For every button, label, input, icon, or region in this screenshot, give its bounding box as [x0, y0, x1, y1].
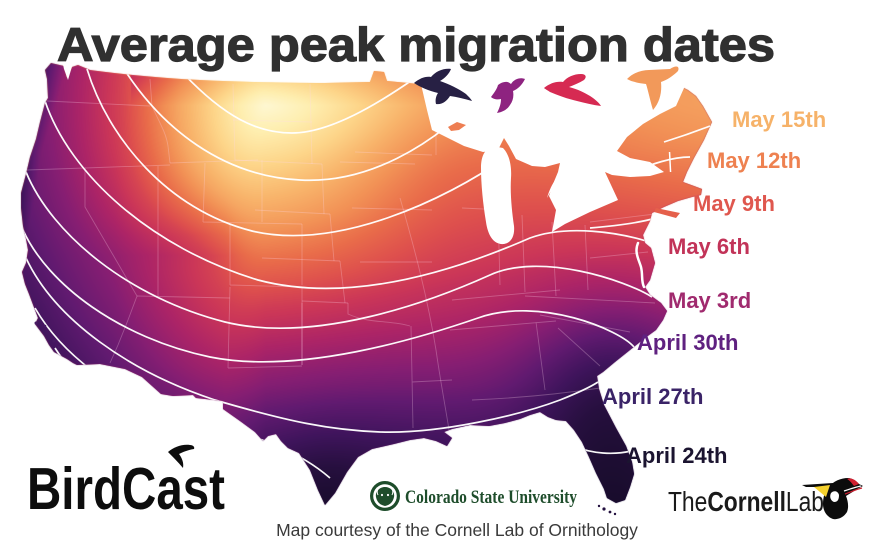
svg-text:May 3rd: May 3rd	[668, 288, 751, 313]
svg-text:May 15th: May 15th	[732, 107, 826, 132]
svg-text:May 12th: May 12th	[707, 148, 801, 173]
svg-text:April 30th: April 30th	[637, 330, 738, 355]
svg-text:TheCornellLab: TheCornellLab	[668, 486, 824, 517]
svg-text:Average peak migration dates: Average peak migration dates	[57, 18, 775, 71]
svg-text:April 27th: April 27th	[602, 384, 703, 409]
svg-text:May 9th: May 9th	[693, 191, 775, 216]
svg-text:BirdCast: BirdCast	[27, 456, 225, 522]
svg-text:Map courtesy of the Cornell La: Map courtesy of the Cornell Lab of Ornit…	[276, 520, 638, 540]
svg-text:April 24th: April 24th	[626, 443, 727, 468]
svg-text:Colorado State University: Colorado State University	[405, 487, 577, 508]
svg-text:May 6th: May 6th	[668, 234, 750, 259]
